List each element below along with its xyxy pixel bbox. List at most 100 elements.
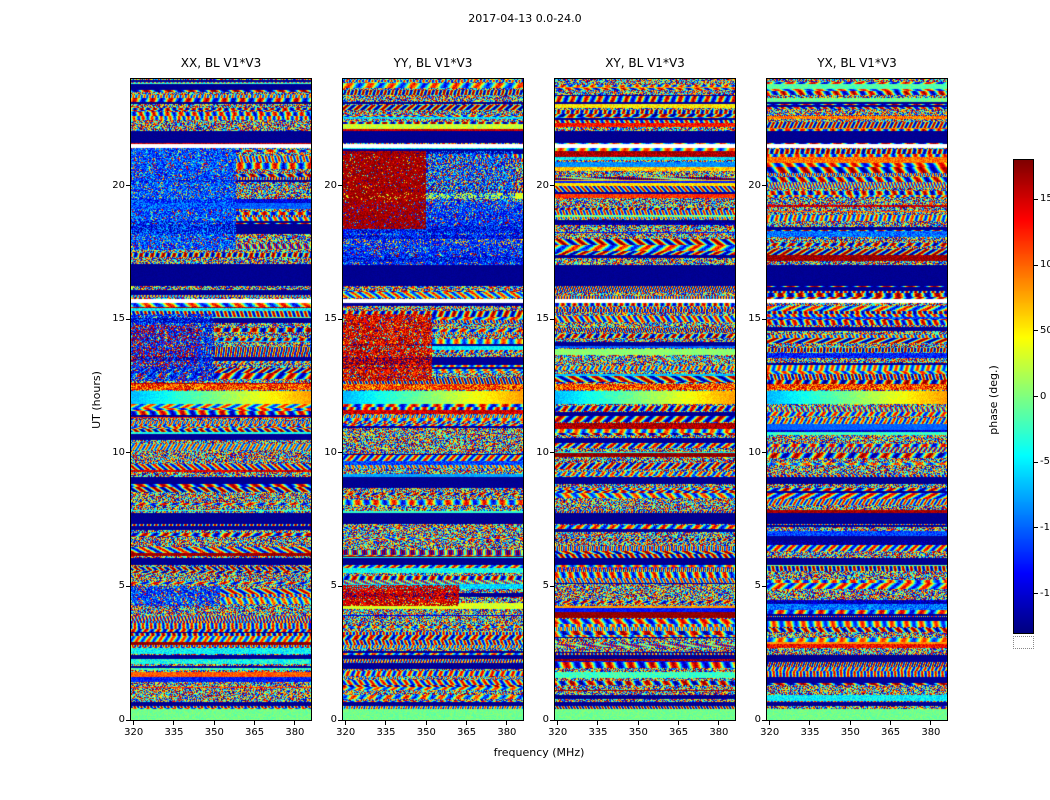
x-tick-mark xyxy=(557,721,559,725)
y-tick-mark xyxy=(550,585,554,587)
y-tick-mark xyxy=(762,185,766,187)
colorbar-canvas xyxy=(1014,160,1033,633)
x-tick-mark xyxy=(466,721,468,725)
colorbar-tick-label: -150 xyxy=(1040,587,1050,599)
y-axis-label: UT (hours) xyxy=(90,371,103,429)
y-tick-label: 5 xyxy=(118,580,125,592)
y-tick-label: 20 xyxy=(324,179,337,191)
x-tick-mark xyxy=(213,721,215,725)
y-tick-label: 0 xyxy=(118,714,125,725)
y-tick-mark xyxy=(762,585,766,587)
y-tick-label: 5 xyxy=(754,580,761,592)
y-tick-mark xyxy=(338,318,342,320)
colorbar-tick-mark xyxy=(1034,330,1038,332)
x-tick-label: 335 xyxy=(588,727,608,738)
heatmap-canvas-0 xyxy=(131,79,311,720)
x-tick-label: 380 xyxy=(709,727,729,738)
x-tick-label: 335 xyxy=(800,727,820,738)
colorbar-tick-label: -50 xyxy=(1040,456,1050,468)
panel-title-2: XY, BL V1*V3 xyxy=(605,56,685,70)
x-axis-label: frequency (MHz) xyxy=(493,746,585,759)
colorbar-frame xyxy=(1013,159,1034,634)
x-tick-label: 350 xyxy=(840,727,860,738)
heatmap-canvas-1 xyxy=(343,79,523,720)
heatmap-canvas-3 xyxy=(767,79,947,720)
y-tick-label: 10 xyxy=(536,446,549,458)
colorbar-extension xyxy=(1013,636,1034,649)
y-tick-label: 15 xyxy=(536,313,549,325)
x-tick-label: 380 xyxy=(285,727,305,738)
x-tick-label: 380 xyxy=(497,727,517,738)
colorbar-tick-label: 0 xyxy=(1040,390,1047,402)
figure-title: 2017-04-13 0.0-24.0 xyxy=(468,12,582,25)
x-tick-mark xyxy=(345,721,347,725)
heatmap-frame-3 xyxy=(766,78,948,721)
x-tick-label: 365 xyxy=(245,727,265,738)
heatmap-frame-2 xyxy=(554,78,736,721)
colorbar-tick-label: -100 xyxy=(1040,521,1050,533)
x-tick-mark xyxy=(890,721,892,725)
x-tick-label: 350 xyxy=(628,727,648,738)
y-tick-label: 10 xyxy=(112,446,125,458)
y-tick-mark xyxy=(338,719,342,721)
x-tick-mark xyxy=(718,721,720,725)
y-tick-mark xyxy=(338,185,342,187)
x-tick-label: 320 xyxy=(760,727,780,738)
x-tick-label: 365 xyxy=(669,727,689,738)
y-tick-mark xyxy=(126,585,130,587)
y-tick-label: 15 xyxy=(748,313,761,325)
y-tick-mark xyxy=(338,452,342,454)
y-tick-mark xyxy=(126,318,130,320)
x-tick-mark xyxy=(254,721,256,725)
colorbar-tick-mark xyxy=(1034,527,1038,529)
y-tick-label: 5 xyxy=(330,580,337,592)
y-tick-mark xyxy=(550,185,554,187)
y-tick-label: 0 xyxy=(330,714,337,725)
y-tick-label: 10 xyxy=(748,446,761,458)
x-tick-mark xyxy=(930,721,932,725)
x-tick-mark xyxy=(637,721,639,725)
colorbar-tick-mark xyxy=(1034,593,1038,595)
colorbar-tick-mark xyxy=(1034,198,1038,200)
y-tick-label: 15 xyxy=(112,313,125,325)
y-tick-mark xyxy=(550,318,554,320)
x-tick-mark xyxy=(385,721,387,725)
x-tick-label: 320 xyxy=(124,727,144,738)
x-tick-mark xyxy=(506,721,508,725)
panel-title-1: YY, BL V1*V3 xyxy=(393,56,473,70)
panel-title-0: XX, BL V1*V3 xyxy=(180,56,262,70)
y-tick-mark xyxy=(338,585,342,587)
x-tick-label: 320 xyxy=(336,727,356,738)
x-tick-label: 335 xyxy=(164,727,184,738)
y-tick-label: 0 xyxy=(542,714,549,725)
y-tick-mark xyxy=(126,185,130,187)
x-tick-mark xyxy=(597,721,599,725)
colorbar-tick-label: 150 xyxy=(1040,193,1050,205)
y-tick-mark xyxy=(126,719,130,721)
y-tick-label: 5 xyxy=(542,580,549,592)
y-tick-mark xyxy=(550,719,554,721)
heatmap-canvas-2 xyxy=(555,79,735,720)
y-tick-mark xyxy=(762,318,766,320)
panel-title-3: YX, BL V1*V3 xyxy=(817,56,897,70)
x-tick-mark xyxy=(809,721,811,725)
y-tick-label: 20 xyxy=(112,179,125,191)
x-tick-mark xyxy=(425,721,427,725)
heatmap-frame-1 xyxy=(342,78,524,721)
colorbar-tick-mark xyxy=(1034,264,1038,266)
colorbar-tick-label: 50 xyxy=(1040,324,1050,336)
colorbar-tick-mark xyxy=(1034,396,1038,397)
y-tick-mark xyxy=(550,452,554,454)
y-tick-label: 10 xyxy=(324,446,337,458)
colorbar-label: phase (deg.) xyxy=(987,365,1000,435)
x-tick-mark xyxy=(849,721,851,725)
y-tick-mark xyxy=(126,452,130,454)
heatmap-frame-0 xyxy=(130,78,312,721)
x-tick-label: 335 xyxy=(376,727,396,738)
x-tick-label: 365 xyxy=(881,727,901,738)
x-tick-mark xyxy=(769,721,771,725)
y-tick-label: 0 xyxy=(754,714,761,725)
colorbar-tick-label: 100 xyxy=(1040,259,1050,271)
x-tick-label: 380 xyxy=(921,727,941,738)
